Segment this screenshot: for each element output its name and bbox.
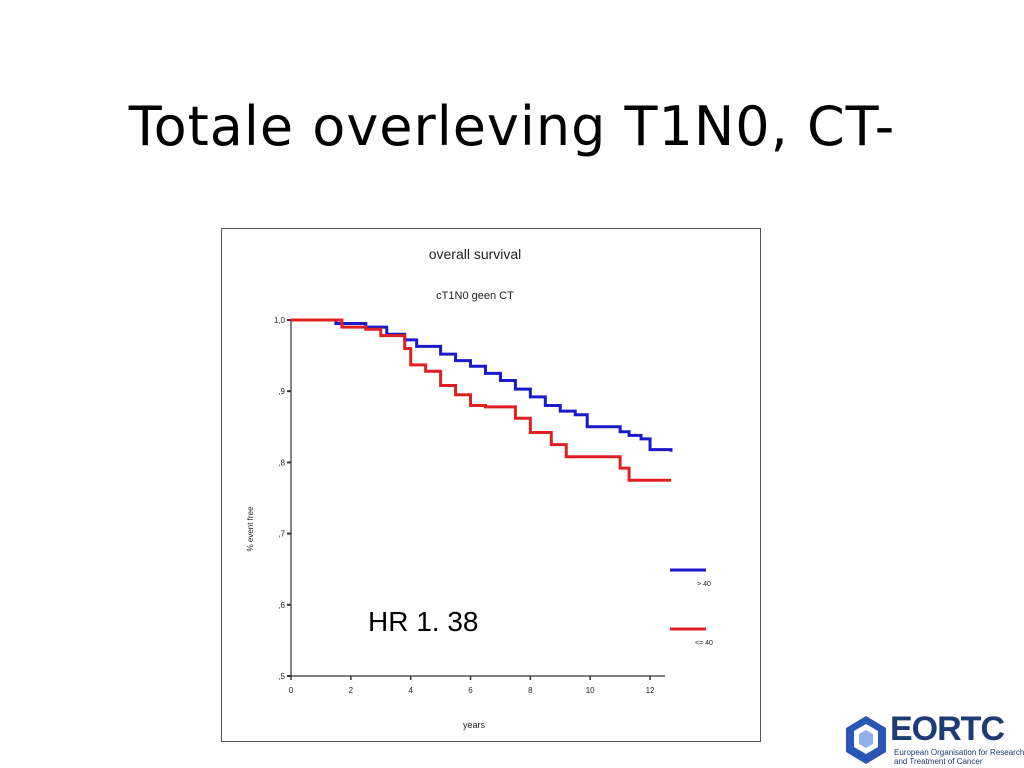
logo-subtitle-line2: and Treatment of Cancer <box>894 757 983 766</box>
legend-label: > 40 <box>697 581 711 588</box>
y-tick-label: 1,0 <box>274 316 286 325</box>
hazard-ratio-annotation: HR 1. 38 <box>368 606 479 637</box>
x-tick-label: 0 <box>289 686 294 695</box>
survival-curve-1 <box>291 318 673 452</box>
x-tick-label: 4 <box>408 686 413 695</box>
legend-label: <= 40 <box>695 640 713 647</box>
x-tick-label: 2 <box>349 686 354 695</box>
logo-subtitle: European Organisation for Research and T… <box>894 748 1024 766</box>
x-axis-label: years <box>463 720 486 730</box>
y-axis-label: % event free <box>246 506 255 551</box>
y-tick-label: ,5 <box>278 672 285 681</box>
chart-frame: overall survival cT1N0 geen CT years % e… <box>221 228 761 742</box>
chart-subtitle: cT1N0 geen CT <box>436 290 514 302</box>
logo-subtitle-line1: European Organisation for Research <box>894 748 1024 757</box>
x-tick-label: 6 <box>468 686 473 695</box>
slide-title: Totale overleving T1N0, CT- <box>128 95 896 158</box>
eortc-logo: EORTC European Organisation for Research… <box>842 710 1024 768</box>
x-tick-label: 8 <box>528 686 533 695</box>
y-tick-label: ,8 <box>278 458 285 467</box>
survival-chart: overall survival cT1N0 geen CT years % e… <box>246 246 713 730</box>
x-tick-label: 10 <box>586 686 595 695</box>
y-tick-label: ,9 <box>278 387 285 396</box>
survival-curve-2 <box>291 318 671 482</box>
logo-name: EORTC <box>890 710 1005 748</box>
chart-title: overall survival <box>429 246 522 262</box>
y-tick-label: ,6 <box>278 601 285 610</box>
x-tick-label: 12 <box>646 686 655 695</box>
y-tick-label: ,7 <box>278 530 285 539</box>
eortc-emblem-icon <box>846 716 886 764</box>
